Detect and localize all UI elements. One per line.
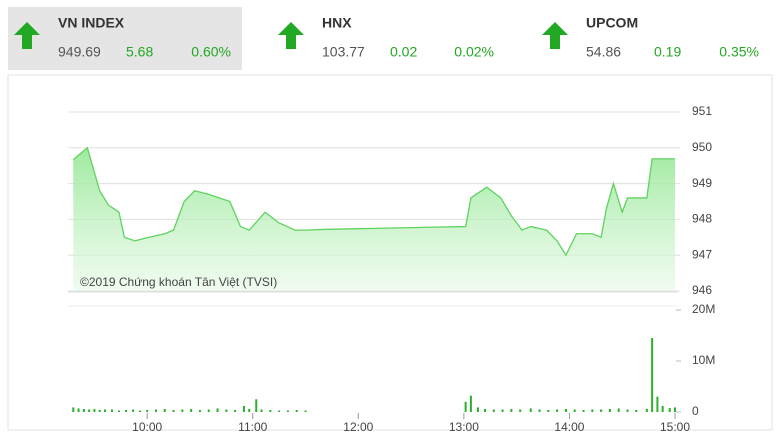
volume-bar: [93, 408, 96, 412]
copyright: ©2019 Chứng khoán Tân Việt (TVSI): [80, 275, 277, 289]
volume-bar: [661, 405, 664, 412]
volume-bar: [248, 408, 251, 412]
index-change: 0.02: [390, 44, 417, 60]
volume-bar: [286, 410, 289, 412]
y-tick-label: 950: [692, 140, 712, 154]
index-name: VN INDEX: [58, 15, 125, 31]
volume-bar: [172, 409, 175, 412]
y-tick-label: 951: [692, 104, 712, 118]
volume-bar: [476, 407, 479, 412]
price-area: [73, 147, 675, 291]
y-tick-label: 948: [692, 212, 712, 226]
volume-bar: [132, 409, 135, 412]
volume-bar: [668, 407, 671, 412]
y-tick-label: 947: [692, 247, 712, 261]
volume-bar: [582, 409, 585, 412]
volume-bar: [608, 408, 611, 412]
volume-bar: [483, 408, 486, 412]
volume-bar: [674, 407, 676, 412]
x-tick-label: 10:00: [132, 420, 162, 434]
y-tick-label: 0: [692, 404, 699, 418]
volume-bar: [98, 409, 101, 412]
volume-bar: [103, 409, 106, 412]
volume-bar: [519, 409, 522, 412]
volume-bar: [295, 409, 298, 412]
active-tab[interactable]: [8, 7, 242, 70]
index-name: HNX: [322, 15, 352, 31]
volume-bar: [600, 409, 603, 412]
volume-bar: [492, 409, 495, 412]
up-arrow: [278, 22, 304, 49]
volume-bar: [242, 405, 245, 412]
volume-bar: [656, 396, 659, 412]
volume-bar: [139, 410, 142, 412]
index-tab[interactable]: HNX 103.77 0.02 0.02%: [278, 15, 494, 60]
volume-bar: [72, 407, 75, 412]
index-value: 949.69: [58, 44, 101, 60]
index-pct: 0.35%: [719, 44, 759, 60]
volume-bar: [88, 409, 91, 412]
volume-bar: [146, 409, 149, 412]
index-tab[interactable]: UPCOM 54.86 0.19 0.35%: [542, 15, 759, 60]
volume-bar: [651, 338, 654, 412]
volume-bar: [216, 408, 219, 412]
volume-bar: [464, 401, 467, 412]
volume-bar: [573, 409, 576, 412]
x-tick-label: 14:00: [554, 420, 584, 434]
index-tab[interactable]: VN INDEX 949.69 5.68 0.60%: [14, 15, 231, 60]
volume-bar: [635, 409, 638, 412]
x-tick-label: 13:00: [449, 420, 479, 434]
volume-bar: [198, 409, 201, 412]
index-value: 103.77: [322, 44, 365, 60]
y-tick-label: 10M: [692, 353, 715, 367]
x-tick-label: 15:00: [660, 420, 690, 434]
x-tick-label: 12:00: [343, 420, 373, 434]
volume-bar: [626, 409, 629, 412]
volume-bar: [181, 409, 184, 412]
volume-bar: [77, 408, 80, 412]
chart-frame: [7, 74, 773, 431]
volume-bar: [564, 408, 567, 412]
volume-bar: [125, 409, 128, 412]
volume-bar: [538, 409, 541, 412]
index-pct: 0.60%: [191, 44, 231, 60]
volume-bar: [234, 409, 237, 412]
index-change: 0.19: [654, 44, 681, 60]
volume-bar: [617, 408, 620, 412]
volume-bar: [255, 399, 258, 412]
index-change: 5.68: [126, 44, 153, 60]
volume-bar: [207, 409, 210, 412]
volume-bar: [278, 410, 281, 412]
index-pct: 0.02%: [454, 44, 494, 60]
volume-bar: [225, 409, 228, 412]
x-tick-label: 11:00: [238, 420, 267, 434]
volume-bar: [645, 408, 648, 412]
up-arrow: [542, 22, 568, 49]
volume-bar: [469, 395, 472, 412]
volume-bar: [190, 408, 193, 412]
y-tick-label: 20M: [692, 302, 715, 316]
volume-bar: [260, 409, 263, 412]
price-line: [72, 146, 675, 257]
volume-bar: [118, 410, 121, 412]
volume-bar: [547, 409, 550, 412]
index-value: 54.86: [586, 44, 621, 60]
volume-bar: [163, 408, 166, 412]
volume-bar: [110, 409, 113, 412]
volume-bar: [304, 410, 307, 412]
volume-bar: [556, 409, 559, 412]
volume-bar: [501, 409, 504, 412]
volume-bar: [591, 409, 594, 412]
volume-bar: [529, 408, 532, 412]
volume-bar: [82, 408, 85, 412]
volume-bar: [269, 409, 272, 412]
y-tick-label: 946: [692, 283, 712, 297]
volume-bar: [154, 409, 157, 412]
index-name: UPCOM: [586, 15, 638, 31]
volume-bar: [510, 408, 513, 412]
y-tick-label: 949: [692, 176, 712, 190]
